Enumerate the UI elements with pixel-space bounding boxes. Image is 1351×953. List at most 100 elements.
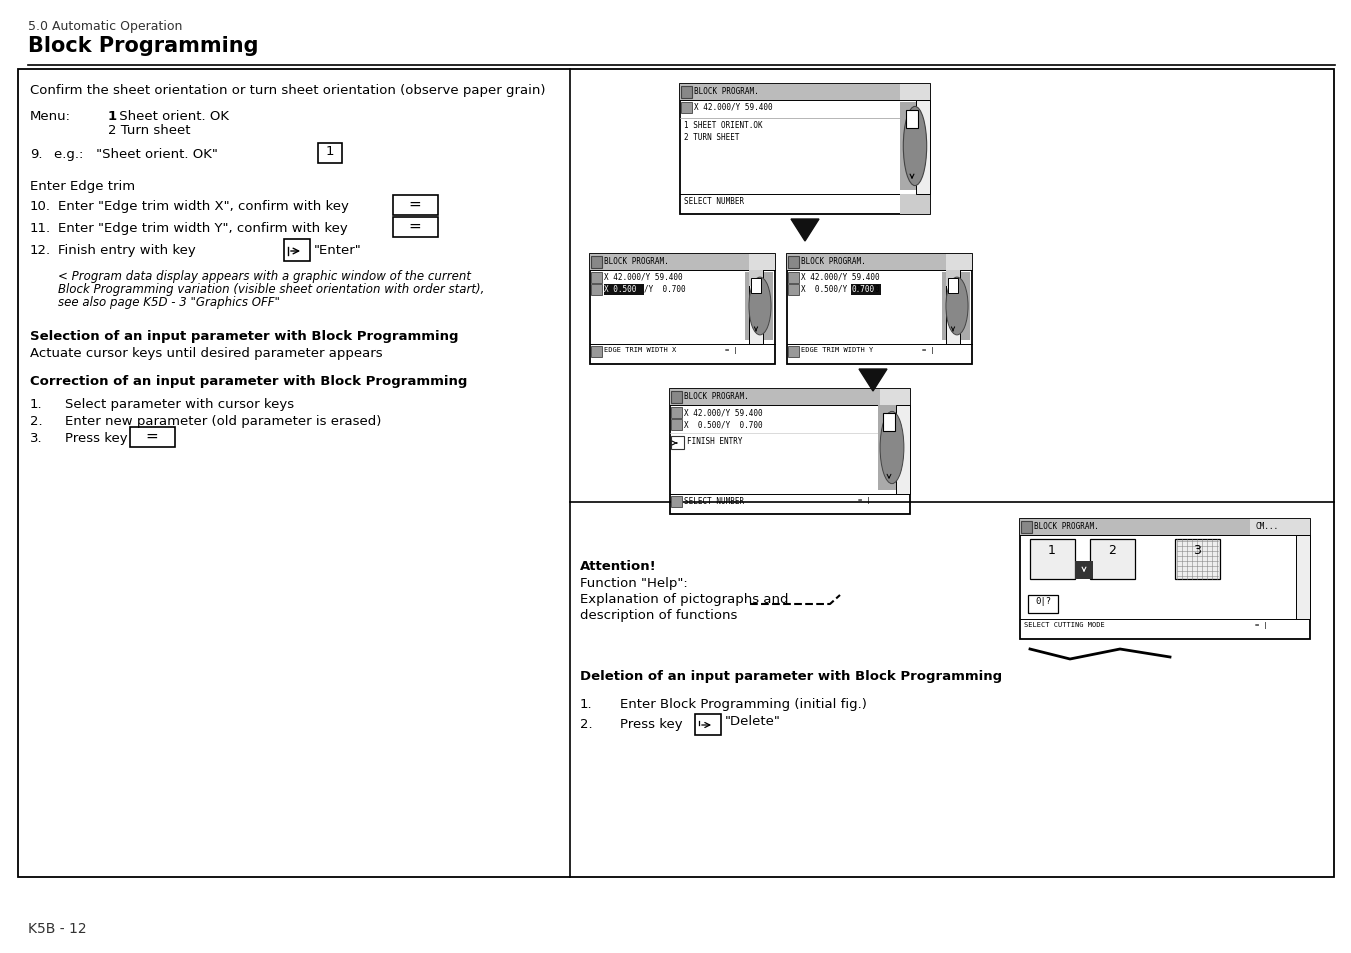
Bar bbox=[788, 285, 798, 295]
Bar bbox=[393, 218, 438, 237]
Text: Selection of an input parameter with Block Programming: Selection of an input parameter with Blo… bbox=[30, 330, 458, 343]
Polygon shape bbox=[859, 370, 888, 392]
Bar bbox=[671, 436, 684, 450]
Text: X 42.000/Y 59.400: X 42.000/Y 59.400 bbox=[801, 273, 880, 282]
Text: 5.0 Automatic Operation: 5.0 Automatic Operation bbox=[28, 20, 182, 33]
Bar bbox=[788, 273, 798, 284]
Bar bbox=[671, 392, 682, 403]
Bar bbox=[880, 390, 911, 406]
Text: =: = bbox=[146, 429, 158, 443]
Bar bbox=[1029, 539, 1075, 579]
Text: 1 SHEET ORIENT.OK: 1 SHEET ORIENT.OK bbox=[684, 121, 762, 130]
Polygon shape bbox=[790, 220, 819, 242]
Text: Menu:: Menu: bbox=[30, 110, 72, 123]
Bar bbox=[671, 408, 682, 418]
Text: Enter "Edge trim width Y", confirm with key: Enter "Edge trim width Y", confirm with … bbox=[58, 222, 347, 234]
Bar bbox=[1075, 561, 1093, 579]
Bar bbox=[748, 254, 775, 271]
Bar bbox=[896, 406, 911, 495]
Bar bbox=[590, 285, 603, 295]
Bar bbox=[1028, 596, 1058, 614]
Text: Confirm the sheet orientation or turn sheet orientation (observe paper grain): Confirm the sheet orientation or turn sh… bbox=[30, 84, 546, 97]
Bar bbox=[878, 406, 907, 491]
Text: BLOCK PROGRAM.: BLOCK PROGRAM. bbox=[801, 256, 866, 266]
Text: = |: = | bbox=[921, 347, 935, 354]
Text: 2 TURN SHEET: 2 TURN SHEET bbox=[684, 132, 739, 142]
Text: X 42.000/Y 59.400: X 42.000/Y 59.400 bbox=[684, 408, 762, 416]
Text: 1: 1 bbox=[1048, 543, 1056, 557]
Text: 3: 3 bbox=[1193, 543, 1201, 557]
Text: =: = bbox=[408, 196, 422, 212]
Text: Block Programming: Block Programming bbox=[28, 36, 258, 56]
Bar bbox=[680, 85, 929, 214]
Text: 1: 1 bbox=[326, 145, 334, 158]
Text: Correction of an input parameter with Block Programming: Correction of an input parameter with Bl… bbox=[30, 375, 467, 388]
Bar bbox=[942, 273, 970, 340]
Text: X 42.000/Y 59.400: X 42.000/Y 59.400 bbox=[694, 103, 773, 112]
Bar bbox=[744, 273, 773, 340]
Ellipse shape bbox=[880, 412, 904, 484]
Bar bbox=[604, 285, 644, 295]
Text: EDGE TRIM WIDTH Y: EDGE TRIM WIDTH Y bbox=[801, 347, 873, 353]
Text: BLOCK PROGRAM.: BLOCK PROGRAM. bbox=[694, 87, 759, 96]
Text: X 0.500: X 0.500 bbox=[604, 285, 636, 294]
Text: Press key: Press key bbox=[620, 718, 682, 730]
Text: 1: 1 bbox=[108, 110, 118, 123]
Text: X  0.500/Y  0.700: X 0.500/Y 0.700 bbox=[801, 285, 880, 294]
Ellipse shape bbox=[904, 108, 927, 187]
Bar bbox=[18, 70, 1333, 877]
Text: Press key: Press key bbox=[65, 432, 127, 444]
Text: EDGE TRIM WIDTH X: EDGE TRIM WIDTH X bbox=[604, 347, 677, 353]
Bar bbox=[590, 273, 603, 284]
Text: Function "Help":: Function "Help": bbox=[580, 577, 688, 589]
Bar bbox=[916, 101, 929, 194]
Bar bbox=[1250, 519, 1310, 536]
Text: 1.: 1. bbox=[30, 397, 43, 411]
Text: Deletion of an input parameter with Block Programming: Deletion of an input parameter with Bloc… bbox=[580, 669, 1002, 682]
Text: BLOCK PROGRAM.: BLOCK PROGRAM. bbox=[604, 256, 669, 266]
Text: SELECT NUMBER: SELECT NUMBER bbox=[684, 196, 744, 206]
Text: =: = bbox=[408, 219, 422, 233]
Bar bbox=[751, 278, 761, 294]
Bar bbox=[590, 256, 603, 269]
Text: BLOCK PROGRAM.: BLOCK PROGRAM. bbox=[1034, 521, 1098, 531]
Text: CM...: CM... bbox=[1255, 521, 1278, 531]
Bar bbox=[671, 419, 682, 431]
Bar bbox=[1175, 539, 1220, 579]
Text: X 42.000/Y 59.400: X 42.000/Y 59.400 bbox=[604, 273, 682, 282]
Text: 2.: 2. bbox=[580, 718, 593, 730]
Bar bbox=[946, 271, 961, 345]
Bar bbox=[1020, 519, 1310, 639]
Text: 2.: 2. bbox=[30, 415, 43, 428]
Bar bbox=[1020, 519, 1250, 536]
Bar bbox=[670, 390, 911, 515]
Bar bbox=[788, 347, 798, 357]
Bar bbox=[788, 254, 971, 365]
Text: SELECT CUTTING MODE: SELECT CUTTING MODE bbox=[1024, 621, 1105, 627]
Ellipse shape bbox=[946, 278, 969, 335]
Text: X  0.500/Y  0.700: X 0.500/Y 0.700 bbox=[684, 419, 762, 429]
Text: Enter Edge trim: Enter Edge trim bbox=[30, 180, 135, 193]
Bar bbox=[900, 103, 928, 191]
Bar bbox=[590, 254, 748, 271]
Text: Select parameter with cursor keys: Select parameter with cursor keys bbox=[65, 397, 295, 411]
Text: 2 Turn sheet: 2 Turn sheet bbox=[108, 124, 190, 137]
Bar bbox=[1021, 521, 1032, 534]
Text: "Delete": "Delete" bbox=[725, 714, 781, 727]
Text: Enter "Edge trim width X", confirm with key: Enter "Edge trim width X", confirm with … bbox=[58, 200, 349, 213]
Text: < Program data display appears with a graphic window of the current: < Program data display appears with a gr… bbox=[58, 270, 471, 283]
Bar bbox=[590, 347, 603, 357]
Text: = |: = | bbox=[858, 497, 871, 503]
Bar bbox=[681, 103, 692, 113]
Bar bbox=[946, 254, 971, 271]
Bar bbox=[900, 85, 929, 101]
Text: e.g.:   "Sheet orient. OK": e.g.: "Sheet orient. OK" bbox=[54, 148, 218, 161]
Bar bbox=[681, 87, 692, 99]
Text: SELECT NUMBER: SELECT NUMBER bbox=[684, 497, 744, 505]
Bar bbox=[694, 714, 721, 735]
Text: K5B - 12: K5B - 12 bbox=[28, 921, 86, 935]
Text: /Y  0.700: /Y 0.700 bbox=[644, 285, 685, 294]
Text: 0.700: 0.700 bbox=[851, 285, 874, 294]
Text: Enter new parameter (old parameter is erased): Enter new parameter (old parameter is er… bbox=[65, 415, 381, 428]
Bar bbox=[130, 428, 176, 448]
